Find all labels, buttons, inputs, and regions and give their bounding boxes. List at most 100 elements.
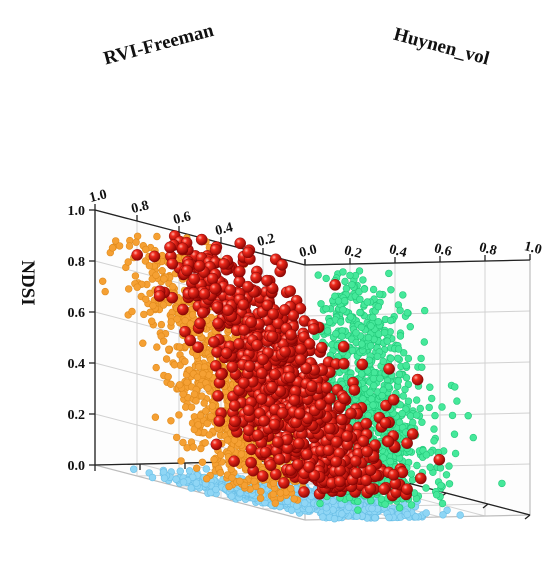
yz-projection-point xyxy=(438,403,446,411)
xz-projection-point xyxy=(205,431,214,439)
xz-projection-point xyxy=(145,262,154,270)
yz-projection-point xyxy=(322,305,330,313)
xz-projection-point xyxy=(133,283,141,291)
data-point xyxy=(276,407,289,419)
xz-projection-point xyxy=(236,477,244,485)
data-point xyxy=(228,399,241,412)
data-point xyxy=(269,368,281,381)
yz-projection-point xyxy=(418,363,426,371)
floor-projection-point xyxy=(412,513,420,521)
yz-projection-point xyxy=(413,461,421,470)
yz-projection-point xyxy=(413,411,421,419)
data-point xyxy=(284,371,296,384)
data-point xyxy=(345,407,357,420)
x-tick-label: 0.0 xyxy=(298,242,319,261)
yz-projection-point xyxy=(426,463,434,471)
yz-projection-point xyxy=(395,370,404,378)
data-point xyxy=(288,394,301,407)
data-point xyxy=(242,246,254,259)
y-tick-label: 0.4 xyxy=(388,242,409,261)
xz-projection-point xyxy=(207,412,215,421)
data-point xyxy=(210,438,223,451)
floor-projection-point xyxy=(192,479,201,487)
data-point xyxy=(294,343,307,356)
yz-projection-point xyxy=(416,404,424,413)
yz-projection-point xyxy=(339,306,347,314)
floor-projection-point xyxy=(189,473,197,481)
floor-projection-point xyxy=(176,467,185,475)
yz-projection-point xyxy=(358,340,366,348)
yz-projection-point xyxy=(374,303,382,311)
xz-projection-point xyxy=(269,479,278,487)
xz-projection-point xyxy=(276,489,285,497)
yz-projection-point xyxy=(385,269,393,278)
floor-projection-point xyxy=(329,497,337,505)
xz-projection-point xyxy=(189,443,198,451)
data-point xyxy=(379,417,392,429)
floor-projection-point xyxy=(385,513,393,522)
yz-projection-point xyxy=(364,334,373,342)
data-point xyxy=(188,273,200,285)
floor-projection-point xyxy=(403,510,411,519)
data-point xyxy=(209,282,221,295)
xz-projection-point xyxy=(115,242,124,250)
data-point xyxy=(256,470,269,482)
data-point xyxy=(267,308,280,320)
data-point xyxy=(233,338,245,350)
yz-projection-point xyxy=(386,457,394,466)
yz-projection-point xyxy=(341,277,349,286)
data-point xyxy=(198,288,211,300)
xz-projection-point xyxy=(125,242,134,250)
data-point xyxy=(212,390,224,402)
data-point xyxy=(278,304,291,316)
data-point xyxy=(307,323,320,335)
data-point xyxy=(228,455,240,468)
yz-projection-point xyxy=(404,354,413,363)
yz-projection-point xyxy=(376,374,384,383)
xz-projection-point xyxy=(153,232,161,241)
yz-projection-point xyxy=(376,290,384,298)
x-tick-label: 0.4 xyxy=(214,220,235,239)
xz-projection-point xyxy=(124,285,133,293)
xz-projection-point xyxy=(139,339,147,347)
xz-projection-point xyxy=(201,439,209,447)
yz-projection-point xyxy=(413,396,421,404)
xz-projection-point xyxy=(151,413,160,421)
yz-projection-point xyxy=(314,271,322,279)
xz-projection-point xyxy=(179,390,187,398)
yz-projection-point xyxy=(348,281,356,289)
xz-projection-point xyxy=(208,402,217,410)
floor-projection-point xyxy=(228,492,236,500)
xz-projection-point xyxy=(149,302,157,310)
data-point xyxy=(176,242,189,255)
xz-projection-point xyxy=(175,411,183,419)
xz-projection-point xyxy=(162,355,171,363)
xz-projection-point xyxy=(142,295,150,303)
yz-projection-point xyxy=(369,401,377,409)
floor-projection-point xyxy=(130,465,138,473)
yz-projection-point xyxy=(450,430,459,438)
xz-projection-point xyxy=(132,238,140,246)
floor-projection-point xyxy=(371,514,379,522)
yz-projection-point xyxy=(394,354,402,362)
xz-projection-point xyxy=(217,451,225,459)
yz-projection-point xyxy=(396,332,405,340)
yz-projection-point xyxy=(373,352,382,361)
xz-projection-point xyxy=(210,455,218,464)
xz-projection-point xyxy=(188,311,197,319)
y-tick-label: 0.8 xyxy=(478,240,499,259)
yz-projection-point xyxy=(378,392,386,400)
z-tick-label: 0.4 xyxy=(68,357,86,372)
yz-projection-point xyxy=(442,471,451,479)
data-point xyxy=(350,467,363,479)
yz-projection-point xyxy=(356,295,364,303)
data-point xyxy=(164,241,176,254)
xz-projection-point xyxy=(124,258,132,266)
yz-projection-point xyxy=(448,411,457,420)
data-point xyxy=(273,453,286,466)
yz-projection-point xyxy=(394,345,403,353)
data-point xyxy=(357,435,370,447)
yz-projection-point xyxy=(381,500,389,508)
x-tick-label: 0.8 xyxy=(130,198,151,217)
data-point xyxy=(237,298,250,311)
